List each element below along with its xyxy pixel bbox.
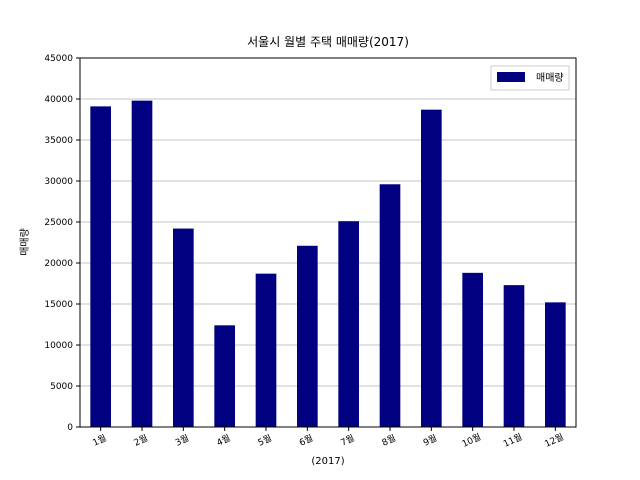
y-axis-label: 매매량 (19, 228, 31, 256)
bar-4 (214, 325, 235, 427)
x-tick-label: 1월 (91, 432, 109, 449)
bar-3 (173, 228, 194, 427)
x-axis-label: (2017) (311, 456, 344, 467)
x-tick-label: 7월 (339, 432, 357, 449)
bar-8 (379, 184, 401, 427)
y-tick-label: 15000 (44, 300, 73, 310)
bar-1 (90, 106, 111, 427)
legend-swatch (497, 72, 525, 82)
x-tick-label: 8월 (380, 432, 398, 449)
y-tick-label: 45000 (44, 54, 73, 64)
y-tick-label: 0 (67, 423, 73, 433)
legend: 매매량 (490, 65, 570, 91)
bar-2 (131, 100, 153, 427)
x-tick-label: 10월 (460, 431, 483, 450)
x-tick-label: 6월 (297, 432, 315, 449)
y-axis-ticks: 0 5000 10000 15000 20000 25000 30000 35000 40000… (44, 54, 80, 433)
y-tick-label: 25000 (44, 218, 73, 228)
bar-10 (462, 272, 483, 427)
bars (90, 100, 566, 427)
bar-7 (338, 221, 359, 427)
y-tick-label: 30000 (44, 177, 73, 187)
y-tick-label: 5000 (50, 382, 73, 392)
y-tick-label: 10000 (44, 341, 73, 351)
x-tick-label: 12월 (543, 431, 566, 450)
y-tick-label: 35000 (44, 136, 73, 146)
plot-frame (79, 57, 577, 428)
legend-label: 매매량 (536, 72, 564, 84)
x-tick-label: 3월 (173, 432, 191, 449)
x-tick-label: 4월 (215, 432, 233, 449)
x-tick-label: 2월 (132, 432, 150, 449)
x-tick-label: 5월 (256, 432, 274, 449)
y-tick-label: 20000 (44, 259, 73, 269)
bar-6 (297, 245, 318, 427)
bar-12 (545, 302, 566, 427)
y-tick-label: 40000 (44, 95, 73, 105)
x-tick-label: 9월 (421, 432, 439, 449)
chart-title: 서울시 월별 주택 매매량(2017) (247, 35, 409, 49)
x-axis-ticks: 1월 2월 3월 4월 5월 6월 7월 8월 9월 10월 11월 12월 (91, 427, 566, 450)
bar-9 (421, 109, 442, 427)
bar-5 (255, 273, 277, 427)
bar-11 (503, 285, 525, 427)
grid-lines (80, 98, 576, 387)
x-tick-label: 11월 (501, 431, 524, 450)
